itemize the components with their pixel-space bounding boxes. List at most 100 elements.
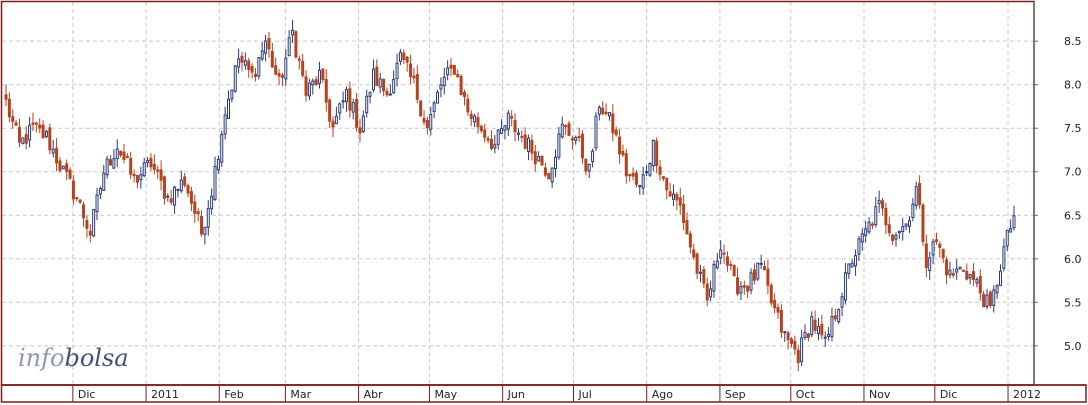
candle bbox=[540, 155, 544, 166]
candle-body bbox=[75, 197, 79, 200]
candle-body bbox=[398, 51, 402, 62]
candle bbox=[51, 139, 55, 158]
candle-body bbox=[793, 340, 797, 350]
candle bbox=[193, 194, 197, 224]
candle bbox=[850, 259, 854, 268]
candle bbox=[436, 89, 440, 104]
candle bbox=[206, 200, 210, 236]
candle-body bbox=[297, 58, 301, 61]
candle-body bbox=[907, 220, 911, 227]
candle-body bbox=[972, 271, 976, 281]
candle bbox=[287, 29, 291, 57]
candle-body bbox=[547, 172, 551, 180]
candle-body bbox=[109, 159, 113, 166]
candle-body bbox=[698, 271, 702, 274]
candle-body bbox=[732, 265, 736, 277]
candle bbox=[864, 220, 868, 243]
candle-body bbox=[496, 129, 500, 145]
candle-body bbox=[459, 76, 463, 96]
candle-body bbox=[98, 188, 102, 195]
candle-body bbox=[436, 91, 440, 104]
candle-body bbox=[850, 262, 854, 268]
candle bbox=[351, 98, 355, 120]
candle bbox=[999, 264, 1003, 287]
candle-body bbox=[21, 137, 25, 144]
candle bbox=[146, 157, 150, 168]
candle bbox=[678, 187, 682, 216]
candle bbox=[928, 251, 932, 280]
candle-body bbox=[803, 331, 807, 338]
candle bbox=[85, 215, 89, 238]
candle bbox=[988, 290, 992, 309]
candle-body bbox=[655, 140, 659, 166]
candle-body bbox=[847, 263, 851, 274]
candle-body bbox=[739, 286, 743, 294]
candle-body bbox=[442, 76, 446, 87]
candle-body bbox=[419, 100, 423, 117]
candle-body bbox=[216, 158, 220, 171]
candle bbox=[587, 163, 591, 178]
candle-layer bbox=[4, 19, 1016, 372]
candle-body bbox=[348, 88, 352, 111]
candle-body bbox=[641, 174, 645, 189]
candle bbox=[395, 53, 399, 87]
candle-body bbox=[870, 223, 874, 226]
candle bbox=[934, 232, 938, 245]
x-tick-label: May bbox=[434, 388, 457, 401]
candle bbox=[479, 124, 483, 134]
candle bbox=[648, 162, 652, 177]
candle-body bbox=[230, 89, 234, 100]
candle bbox=[314, 76, 318, 86]
candle-body bbox=[58, 160, 62, 171]
candle-body bbox=[210, 195, 214, 210]
candle-body bbox=[651, 139, 655, 167]
candle bbox=[210, 188, 214, 215]
candle bbox=[112, 149, 116, 169]
y-tick-label: 7.0 bbox=[1064, 166, 1082, 179]
candle bbox=[500, 119, 504, 135]
candle bbox=[216, 155, 220, 174]
candle-body bbox=[409, 63, 413, 77]
candle bbox=[773, 293, 777, 314]
candle-body bbox=[294, 31, 298, 58]
candle bbox=[874, 196, 878, 228]
candle bbox=[816, 317, 820, 341]
x-tick-label: Dic bbox=[940, 388, 958, 401]
candle bbox=[968, 274, 972, 285]
x-tick-label: Oct bbox=[796, 388, 816, 401]
candle bbox=[854, 249, 858, 276]
candle bbox=[769, 282, 773, 307]
candle bbox=[355, 92, 359, 132]
candle bbox=[173, 185, 177, 214]
candle bbox=[752, 263, 756, 285]
candle-body bbox=[948, 269, 952, 276]
candle-body bbox=[7, 98, 11, 118]
candle bbox=[142, 157, 146, 178]
candle-body bbox=[789, 338, 793, 344]
candle-body bbox=[385, 90, 389, 96]
candle bbox=[135, 174, 139, 189]
candle-body bbox=[44, 130, 48, 138]
candle-body bbox=[759, 262, 763, 265]
candle bbox=[11, 109, 15, 129]
candle bbox=[469, 110, 473, 127]
candle bbox=[462, 89, 466, 106]
candle-body bbox=[901, 226, 905, 233]
candle-body bbox=[173, 186, 177, 206]
candle bbox=[186, 183, 190, 198]
candle bbox=[907, 216, 911, 233]
candle-body bbox=[860, 233, 864, 243]
candle-body bbox=[665, 177, 669, 191]
candle-body bbox=[982, 293, 986, 308]
candle bbox=[1005, 229, 1009, 252]
candle-body bbox=[311, 80, 315, 86]
candle-body bbox=[843, 272, 847, 301]
candle bbox=[328, 98, 332, 129]
candle bbox=[21, 137, 25, 145]
candle bbox=[105, 155, 109, 179]
candle bbox=[634, 170, 638, 188]
candle bbox=[837, 308, 841, 325]
candle bbox=[483, 123, 487, 143]
candle-body bbox=[277, 73, 281, 77]
